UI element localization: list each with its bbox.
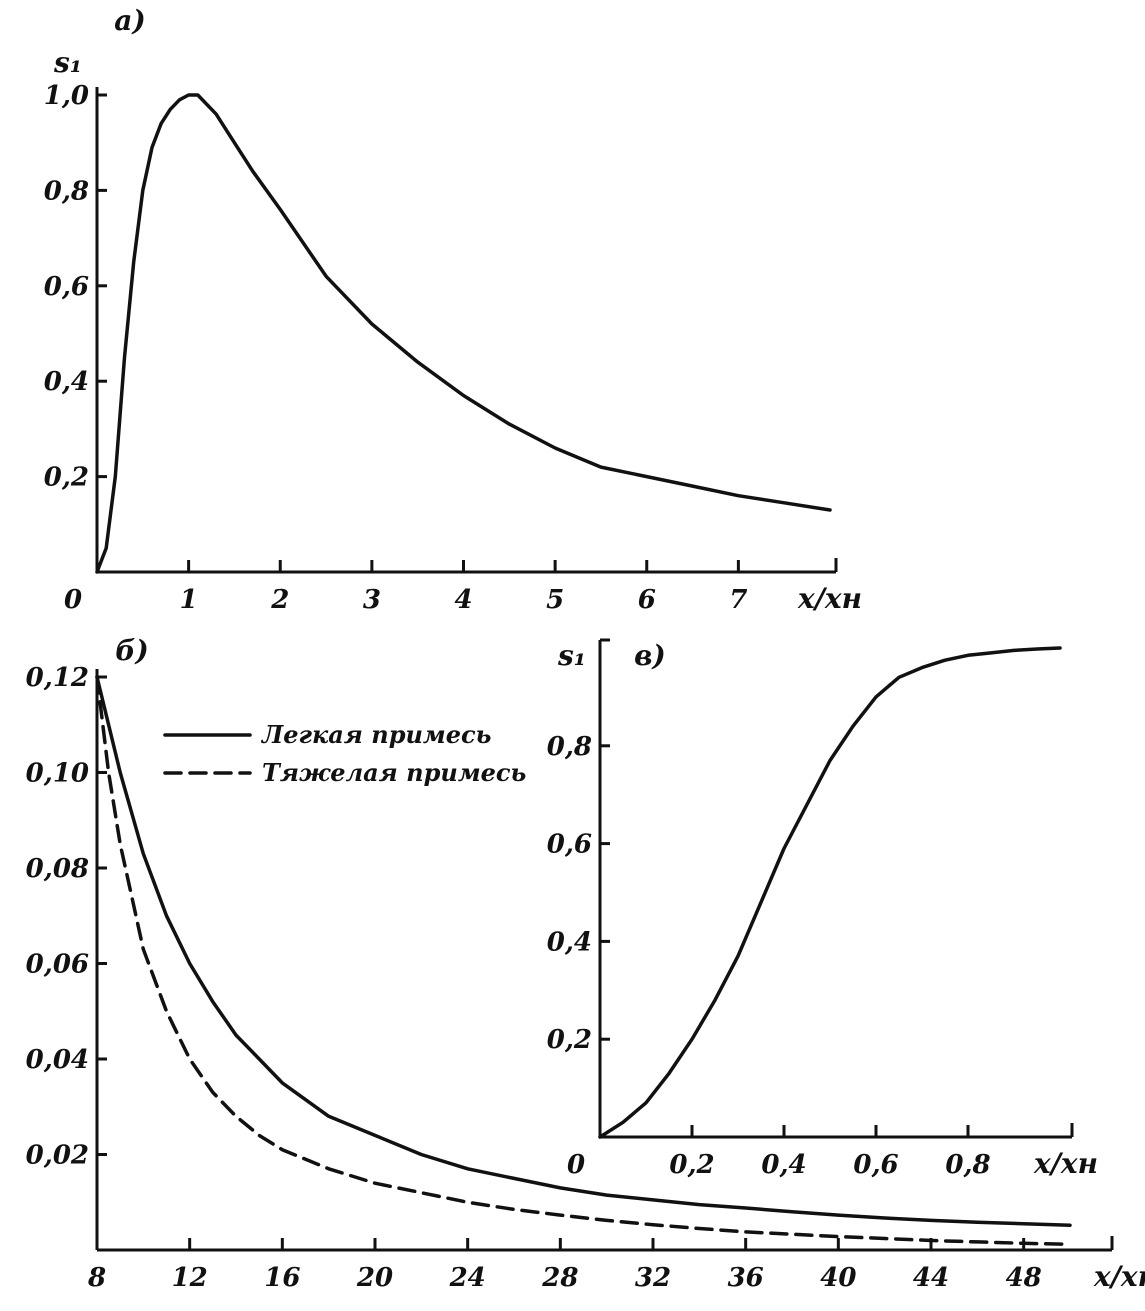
x-tick-label: 4 (454, 585, 472, 615)
x-tick-label: 48 (1006, 1263, 1042, 1293)
panel-c: 0,2 0,4 0,6 0,8 0,2 0,4 0,6 0,8 0 x/xн s₁ в) (547, 638, 1098, 1180)
x-tick-label: 24 (449, 1263, 486, 1293)
panel-label: б) (115, 634, 148, 667)
x-tick-label: 44 (913, 1263, 949, 1293)
y-tick-label: 0,8 (44, 176, 89, 206)
x-tick-label: 3 (363, 585, 381, 615)
x-tick-label: 28 (541, 1263, 578, 1293)
x-tick-label: 0,8 (945, 1150, 990, 1180)
y-tick-label: 0,2 (547, 1025, 592, 1055)
legend-label: Тяжелая примесь (262, 758, 526, 787)
x-tick-label: 12 (172, 1263, 208, 1293)
x-tick-label: 7 (729, 585, 747, 615)
legend-label: Легкая примесь (260, 720, 491, 749)
y-tick-label: 0,06 (26, 950, 89, 980)
x-axis-title: x/xн (1033, 1147, 1098, 1180)
x-axis-title: x/xн (797, 582, 862, 615)
x-tick-label: 5 (546, 585, 564, 615)
y-axis-title: s₁ (53, 46, 82, 79)
y-tick-label: 0,4 (547, 927, 592, 957)
series-line-a-0 (95, 93, 832, 574)
origin-label: 0 (64, 585, 82, 615)
y-tick-label: 0,2 (44, 463, 89, 493)
x-tick-label: 0,4 (761, 1150, 806, 1180)
panel-label: а) (114, 4, 145, 37)
y-tick-label: 1,0 (44, 81, 89, 111)
series-line-b-1 (95, 675, 1072, 1247)
x-tick-label: 36 (728, 1263, 764, 1293)
x-tick-label: 0,6 (853, 1150, 898, 1180)
y-tick-label: 0,12 (26, 663, 89, 693)
y-tick-label: 0,04 (26, 1045, 89, 1075)
series-line-b-0 (95, 675, 1072, 1227)
panel-a: 0,2 0,4 0,6 0,8 1,0 1 2 3 4 5 6 7 0 x/xн s₁ а) (44, 4, 862, 615)
y-tick-label: 0,8 (547, 732, 592, 762)
y-tick-label: 0,6 (44, 272, 89, 302)
y-tick-label: 0,08 (26, 854, 89, 884)
y-tick-label: 0,10 (26, 759, 89, 789)
origin-label: 0 (567, 1150, 585, 1180)
y-tick-label: 0,6 (547, 830, 592, 860)
x-tick-label: 20 (356, 1263, 393, 1293)
panel-b: 0,02 0,04 0,06 0,08 0,10 0,12 8 12 16 20 24 28 32 36 4… (26, 634, 1145, 1293)
x-tick-label: 1 (180, 585, 198, 615)
series-line-c-0 (598, 646, 1062, 1139)
x-tick-label: 32 (635, 1263, 671, 1293)
x-tick-label: 2 (270, 585, 289, 615)
y-axis-title: s₁ (557, 639, 586, 672)
x-tick-label: 6 (638, 585, 656, 615)
x-tick-label: 40 (820, 1263, 856, 1293)
x-tick-label: 0,2 (669, 1150, 714, 1180)
y-tick-label: 0,4 (44, 367, 89, 397)
panel-label: в) (634, 639, 666, 672)
y-tick-label: 0,02 (26, 1141, 89, 1171)
x-tick-label: 8 (87, 1263, 106, 1293)
x-axis-title: x/xн (1093, 1260, 1145, 1293)
x-tick-label: 16 (264, 1263, 300, 1293)
